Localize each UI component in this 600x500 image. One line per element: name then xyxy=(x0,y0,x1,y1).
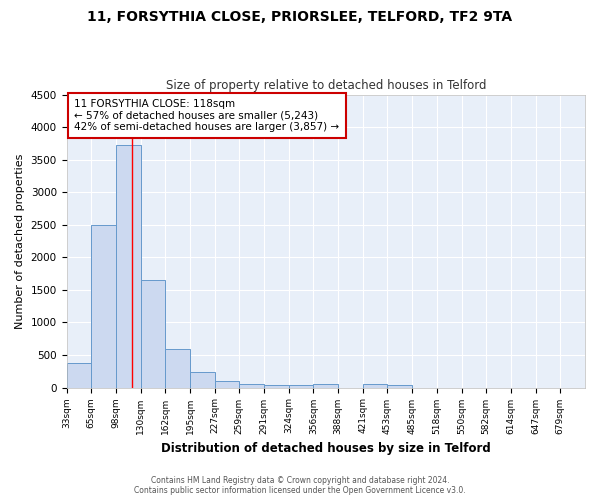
Bar xyxy=(215,381,239,388)
Bar xyxy=(313,384,338,388)
Bar xyxy=(388,385,412,388)
Bar xyxy=(140,280,165,388)
Text: 11, FORSYTHIA CLOSE, PRIORSLEE, TELFORD, TF2 9TA: 11, FORSYTHIA CLOSE, PRIORSLEE, TELFORD,… xyxy=(88,10,512,24)
Bar xyxy=(264,385,289,388)
Y-axis label: Number of detached properties: Number of detached properties xyxy=(15,154,25,329)
Bar xyxy=(363,384,388,388)
Bar xyxy=(190,372,215,388)
Bar xyxy=(239,384,264,388)
X-axis label: Distribution of detached houses by size in Telford: Distribution of detached houses by size … xyxy=(161,442,491,455)
Bar xyxy=(165,349,190,388)
Text: 11 FORSYTHIA CLOSE: 118sqm
← 57% of detached houses are smaller (5,243)
42% of s: 11 FORSYTHIA CLOSE: 118sqm ← 57% of deta… xyxy=(74,99,340,132)
Title: Size of property relative to detached houses in Telford: Size of property relative to detached ho… xyxy=(166,79,486,92)
Bar xyxy=(289,385,313,388)
Bar xyxy=(91,225,116,388)
Text: Contains HM Land Registry data © Crown copyright and database right 2024.
Contai: Contains HM Land Registry data © Crown c… xyxy=(134,476,466,495)
Bar xyxy=(116,144,140,388)
Bar xyxy=(67,363,91,388)
